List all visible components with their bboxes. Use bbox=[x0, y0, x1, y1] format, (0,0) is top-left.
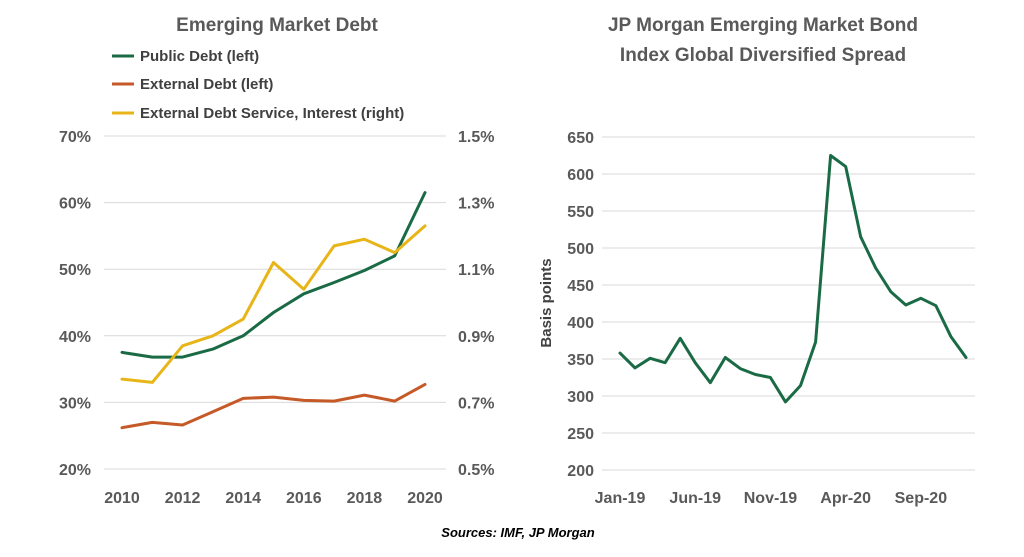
y-left-tick-label: 20% bbox=[59, 462, 91, 479]
y-right-tick-label: 0.9% bbox=[458, 329, 494, 346]
chart-right-title-line-2: Index Global Diversified Spread bbox=[620, 45, 906, 66]
y-right-tick-label: 0.5% bbox=[458, 462, 494, 479]
y-tick-label: 250 bbox=[567, 426, 594, 443]
series-line-2 bbox=[120, 224, 427, 384]
x-tick-label: 2010 bbox=[104, 490, 140, 507]
x-tick-label: Apr-20 bbox=[820, 490, 871, 507]
right-chart-x-axis-ticks: Jan-19 Jun-19 Nov-19 Apr-20 Sep-20 bbox=[595, 490, 948, 507]
source-note: Sources: IMF, JP Morgan bbox=[441, 525, 594, 540]
left-series bbox=[120, 191, 427, 430]
left-x-axis-ticks: 2010 2012 2014 2016 2018 2020 bbox=[104, 490, 443, 507]
chart-right-title-line-1: JP Morgan Emerging Market Bond bbox=[608, 15, 918, 36]
spread-series-line bbox=[618, 154, 968, 404]
y-right-tick-label: 1.5% bbox=[458, 129, 494, 146]
chart-right: JP Morgan Emerging Market Bond Index Glo… bbox=[538, 15, 975, 507]
x-tick-label: Sep-20 bbox=[895, 490, 948, 507]
right-chart-y-axis-ticks: 200 250 300 350 400 450 500 550 600 650 bbox=[567, 130, 594, 480]
y-right-tick-label: 1.1% bbox=[458, 262, 494, 279]
y-left-tick-label: 70% bbox=[59, 129, 91, 146]
x-tick-label: 2020 bbox=[407, 490, 443, 507]
left-gridlines bbox=[104, 135, 446, 470]
chart-left: Emerging Market Debt Public Debt (left) … bbox=[59, 15, 495, 507]
x-tick-label: Jan-19 bbox=[595, 490, 646, 507]
x-tick-label: Jun-19 bbox=[669, 490, 721, 507]
x-tick-label: Nov-19 bbox=[744, 490, 797, 507]
x-tick-label: 2016 bbox=[286, 490, 322, 507]
x-tick-label: 2012 bbox=[165, 490, 201, 507]
right-series bbox=[618, 154, 968, 404]
legend: Public Debt (left) External Debt (left) … bbox=[112, 48, 404, 122]
y-left-tick-label: 40% bbox=[59, 329, 91, 346]
y-tick-label: 600 bbox=[567, 167, 594, 184]
legend-label-external-debt: External Debt (left) bbox=[140, 76, 273, 93]
y-tick-label: 200 bbox=[567, 463, 594, 480]
y-left-tick-label: 60% bbox=[59, 196, 91, 213]
y-axis-label: Basis points bbox=[538, 258, 555, 347]
y-left-tick-label: 30% bbox=[59, 395, 91, 412]
y-right-tick-label: 0.7% bbox=[458, 395, 494, 412]
chart-left-title: Emerging Market Debt bbox=[176, 15, 378, 36]
series-line-1 bbox=[120, 382, 427, 430]
series-line-0 bbox=[120, 191, 427, 359]
y-tick-label: 550 bbox=[567, 204, 594, 221]
y-tick-label: 400 bbox=[567, 315, 594, 332]
y-tick-label: 650 bbox=[567, 130, 594, 147]
y-right-tick-label: 1.3% bbox=[458, 196, 494, 213]
x-tick-label: 2018 bbox=[347, 490, 383, 507]
y-tick-label: 500 bbox=[567, 241, 594, 258]
y-tick-label: 450 bbox=[567, 278, 594, 295]
y-left-tick-label: 50% bbox=[59, 262, 91, 279]
legend-label-public-debt: Public Debt (left) bbox=[140, 48, 259, 65]
left-y-axis-ticks: 20% 30% 40% 50% 60% 70% bbox=[59, 129, 91, 479]
x-tick-label: 2014 bbox=[225, 490, 261, 507]
right-gridlines bbox=[602, 136, 975, 471]
right-y-axis-ticks: 0.5% 0.7% 0.9% 1.1% 1.3% 1.5% bbox=[458, 129, 494, 479]
y-tick-label: 300 bbox=[567, 389, 594, 406]
y-tick-label: 350 bbox=[567, 352, 594, 369]
legend-label-debt-service: External Debt Service, Interest (right) bbox=[140, 105, 404, 122]
